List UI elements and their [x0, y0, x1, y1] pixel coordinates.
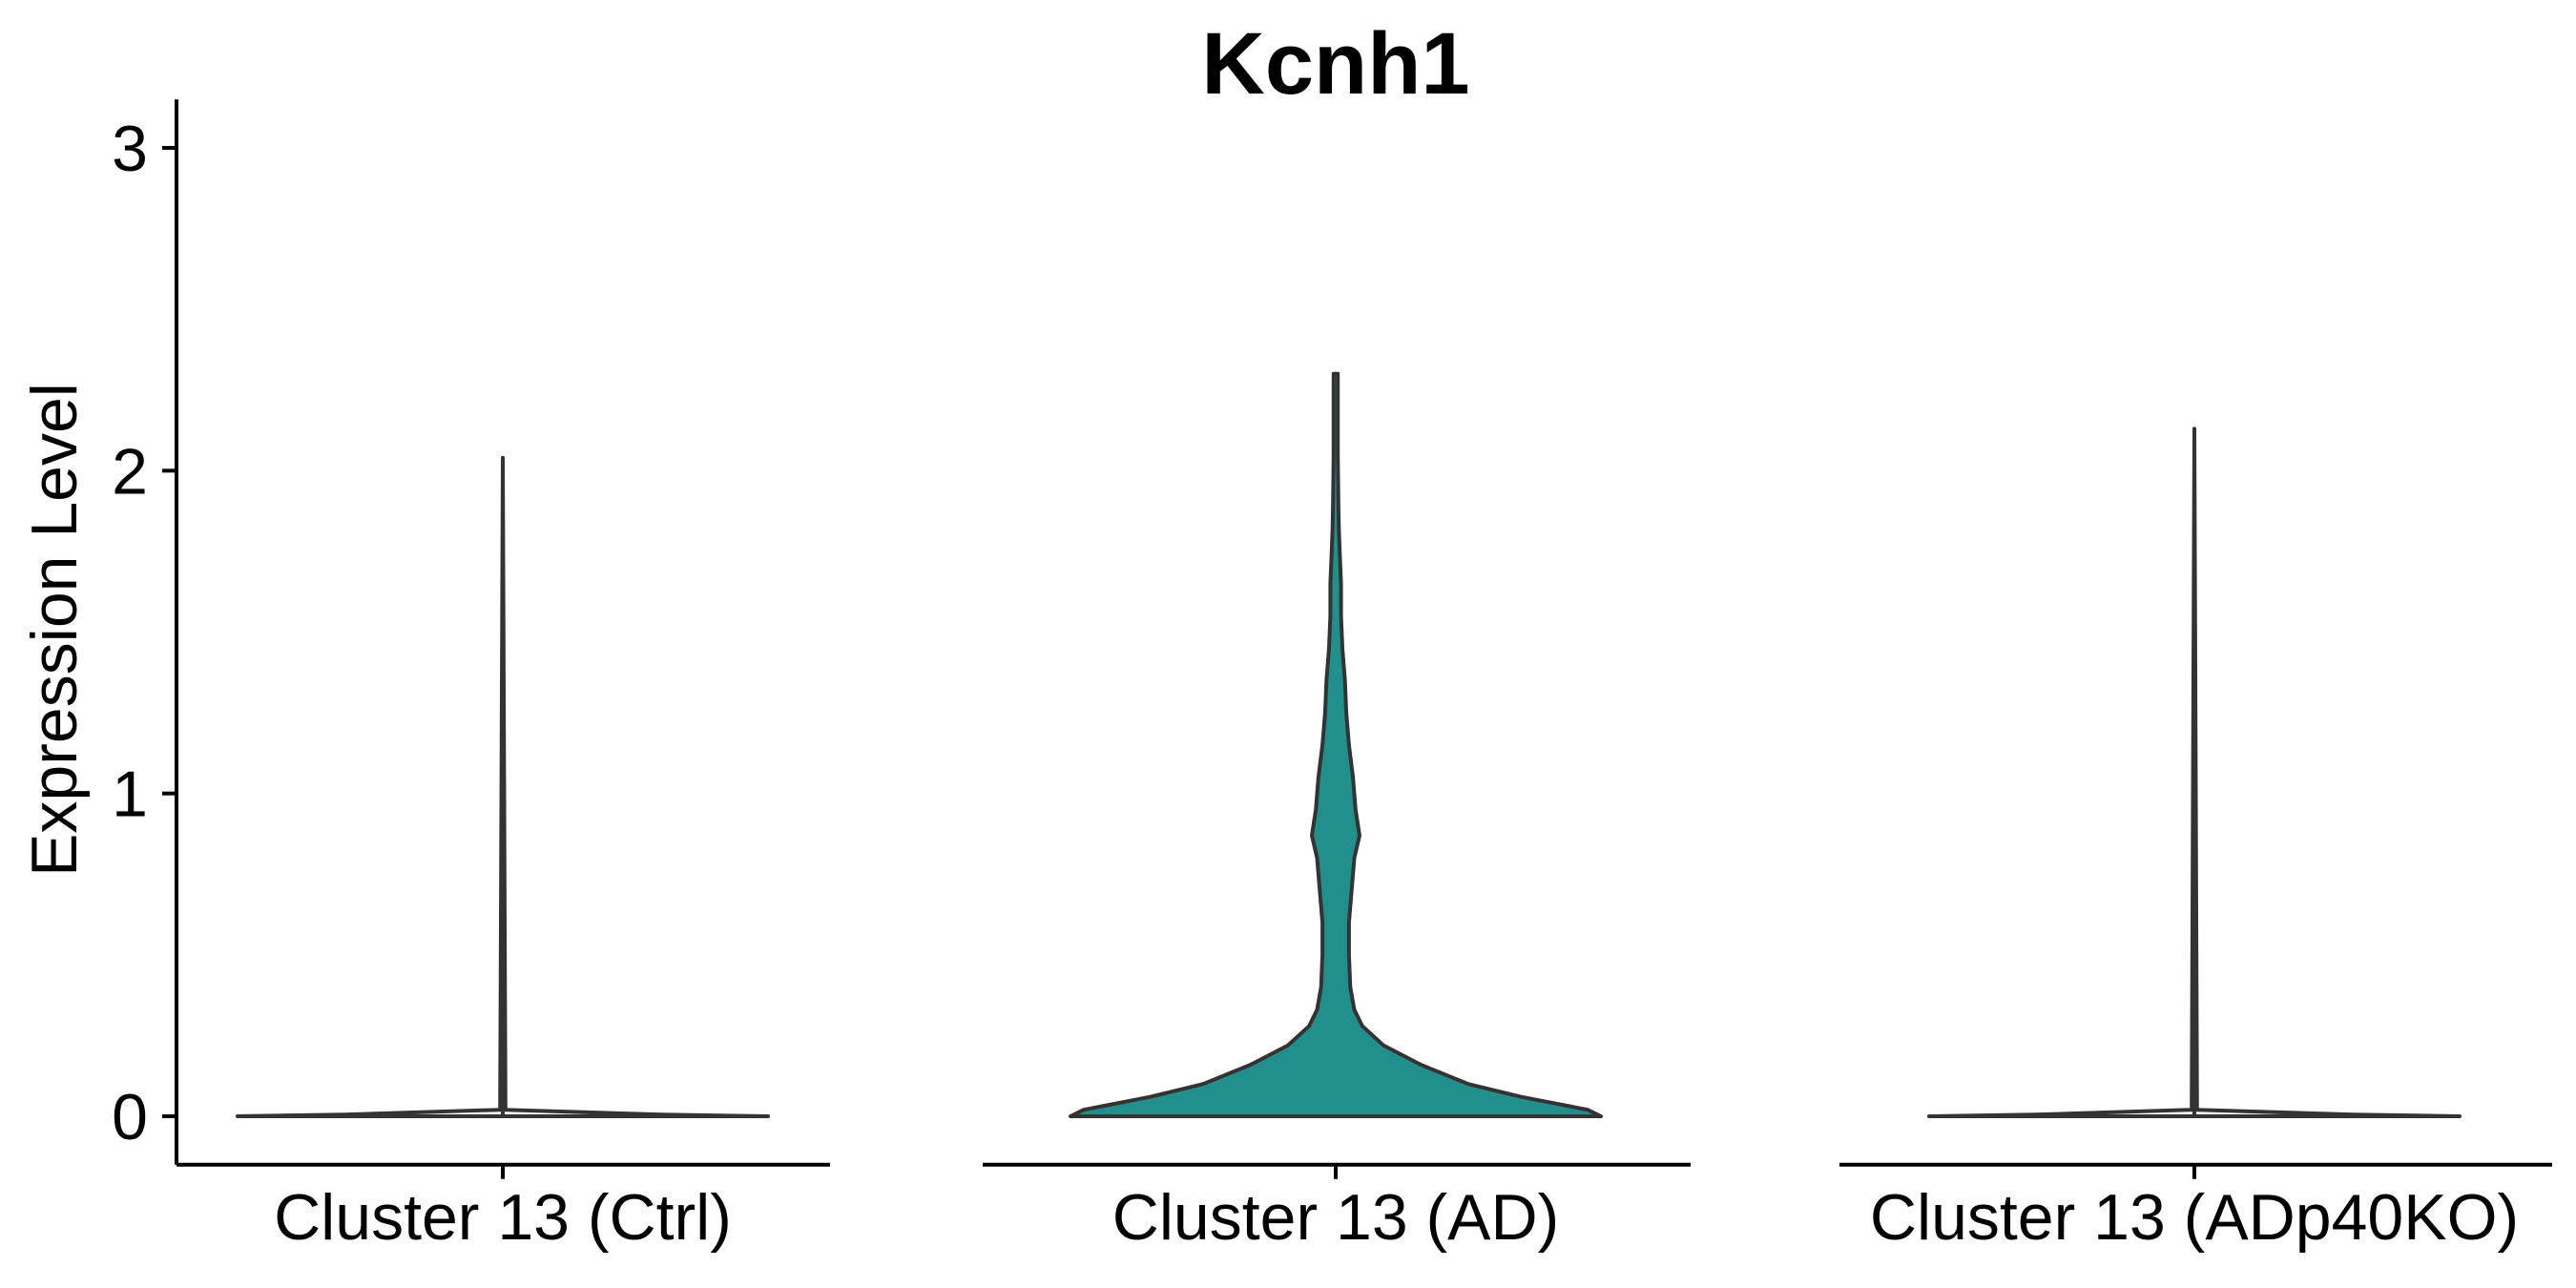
x-tick-label: Cluster 13 (ADp40KO)	[1870, 1181, 2519, 1254]
y-tick-label: 1	[112, 758, 148, 831]
plot-area: 0 1 2 3 Cluster 13 (Ctrl) Cluster 13 (AD) Clus…	[112, 99, 2552, 1254]
chart-title: Kcnh1	[1201, 15, 1469, 113]
x-tick-label: Cluster 13 (Ctrl)	[274, 1181, 732, 1254]
y-tick-label: 2	[112, 435, 148, 508]
y-tick-label: 3	[112, 113, 148, 185]
y-axis-label: Expression Level	[18, 383, 91, 877]
y-tick-label: 0	[112, 1081, 148, 1153]
x-tick-label: Cluster 13 (AD)	[1112, 1181, 1560, 1254]
violin	[1069, 371, 1603, 1118]
